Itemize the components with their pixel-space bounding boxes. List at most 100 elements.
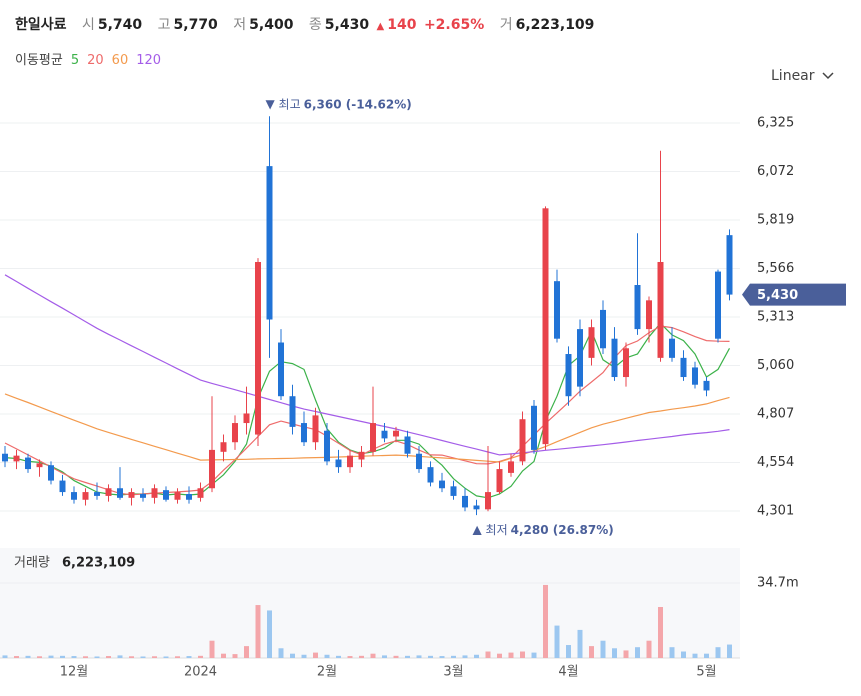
current-price-label: 5,430	[757, 288, 798, 303]
candle-body	[209, 449, 215, 489]
volume-bar	[543, 584, 548, 658]
ma-legend-item[interactable]: 5	[70, 53, 80, 68]
candle-body	[197, 488, 204, 498]
candle-body	[715, 271, 721, 339]
ma-line	[4, 274, 730, 456]
volume-bar	[416, 655, 422, 658]
candle-body	[646, 300, 652, 330]
volume-bar	[531, 652, 537, 658]
volume-bar	[727, 644, 732, 658]
volume-bar	[94, 656, 100, 658]
candle-body	[416, 453, 422, 470]
volume-bar	[14, 656, 19, 658]
candle-body	[531, 405, 537, 450]
volume-bar	[117, 655, 123, 658]
volume-bar	[474, 654, 479, 658]
candle-body	[485, 492, 491, 510]
candle-body	[519, 419, 526, 462]
y-tick-label: 5,060	[757, 358, 794, 373]
volume-bar	[255, 605, 261, 658]
volume-bar	[393, 655, 399, 658]
candle-body	[588, 327, 595, 358]
volume-bar	[681, 651, 686, 658]
candle-body	[186, 493, 192, 500]
volume-bar	[152, 656, 157, 658]
candle-body	[59, 480, 66, 493]
volume-bar	[175, 656, 180, 658]
candle-body	[404, 436, 411, 454]
volume-bar	[209, 640, 215, 658]
stat-label: 저	[233, 17, 247, 33]
candle-body	[657, 261, 664, 358]
candle-body	[542, 208, 549, 445]
y-tick-label: 6,325	[757, 115, 794, 130]
candle-body	[450, 486, 457, 496]
candle-body	[634, 285, 641, 330]
volume-bar	[439, 656, 445, 658]
volume-bar	[83, 656, 88, 658]
candle-body	[140, 493, 146, 498]
x-tick-label: 2024	[184, 665, 217, 680]
volume-bar	[347, 656, 353, 658]
candle-body	[243, 413, 250, 424]
candle-body	[255, 261, 261, 435]
stat-label: 고	[157, 17, 171, 33]
volume-bar	[704, 653, 709, 658]
candle-body	[48, 465, 54, 481]
scale-label[interactable]: Linear	[771, 68, 815, 84]
candle-body	[36, 463, 43, 468]
x-tick-label: 5월	[696, 665, 716, 680]
candle-body	[347, 455, 353, 468]
volume-bar	[462, 655, 468, 658]
volume-bar	[129, 656, 134, 658]
ma-legend-item[interactable]: 120	[136, 53, 162, 68]
volume-bar	[692, 653, 698, 658]
y-tick-label: 5,313	[757, 310, 794, 325]
volume-bar	[612, 648, 617, 658]
volume-title: 거래량	[14, 556, 50, 571]
stat-label: 거	[499, 17, 513, 33]
min-label: 최저	[486, 523, 508, 537]
ma-legend-item[interactable]: 60	[111, 53, 129, 68]
candle-body	[105, 488, 112, 496]
max-text: 6,360 (-14.62%)	[304, 97, 412, 111]
volume-bar	[382, 655, 387, 658]
x-tick-label: 2월	[317, 665, 337, 680]
candle-body	[324, 430, 330, 462]
ma-line	[4, 325, 730, 496]
x-tick-label: 12월	[60, 665, 89, 680]
y-tick-label: 6,072	[757, 164, 794, 179]
volume-total: 6,223,109	[62, 556, 135, 571]
y-tick-label: 4,554	[757, 455, 794, 470]
candle-body	[13, 455, 20, 462]
candle-body	[94, 492, 100, 496]
change-pct: +2.65%	[423, 17, 485, 33]
stat-value: 5,400	[249, 17, 294, 33]
stat-value: 5,740	[97, 17, 143, 33]
volume-bar	[359, 655, 364, 658]
ma-legend-item[interactable]: 20	[87, 53, 104, 68]
volume-bar	[451, 655, 456, 658]
candle-body	[623, 348, 629, 378]
scale-selector[interactable]: Linear	[771, 68, 834, 84]
volume-bar	[71, 656, 77, 658]
volume-bar	[336, 655, 341, 658]
volume-bar	[290, 653, 295, 658]
volume-bar	[658, 606, 663, 658]
volume-bar	[25, 655, 31, 658]
candle-body	[174, 492, 181, 500]
volume-bar	[405, 655, 410, 658]
candle-body	[370, 423, 376, 452]
candle-body	[71, 492, 77, 500]
min-text: 4,280 (26.87%)	[511, 523, 614, 537]
candle-body	[393, 430, 399, 437]
candle-body	[232, 423, 238, 443]
volume-bar	[508, 652, 514, 658]
y-tick-label: 5,819	[757, 213, 794, 228]
volume-tick-label: 34.7m	[757, 576, 799, 591]
volume-bar	[600, 640, 606, 658]
max-label: 최고	[279, 97, 301, 111]
candle-body	[554, 281, 560, 339]
candle-body	[2, 453, 8, 462]
